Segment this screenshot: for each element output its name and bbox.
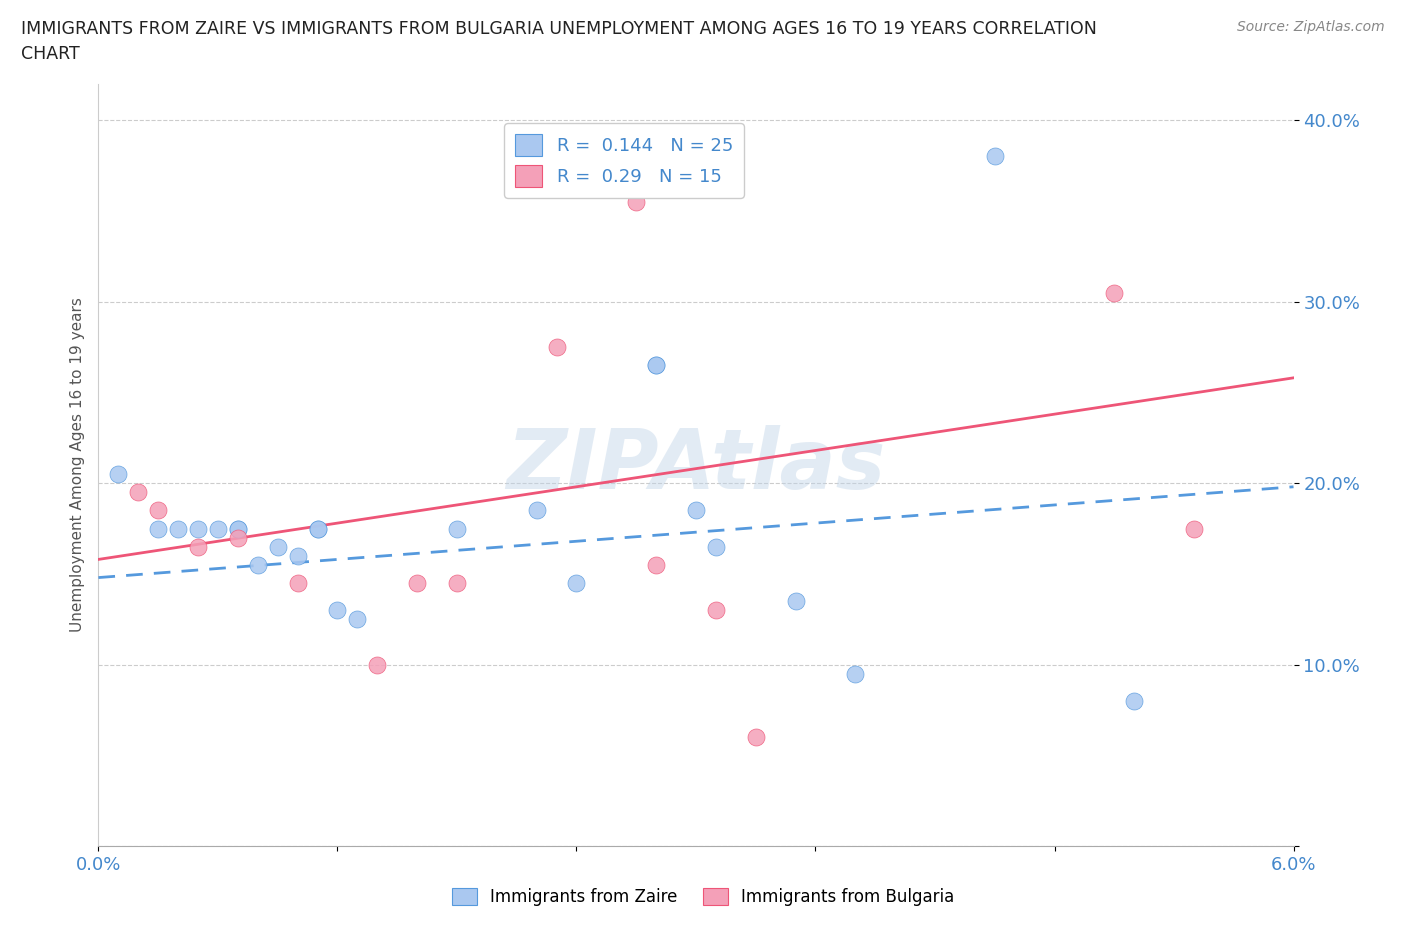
Point [226, 530, 249, 545]
Point [406, 576, 429, 591]
Point [287, 549, 309, 564]
Y-axis label: Unemployment Among Ages 16 to 19 years: Unemployment Among Ages 16 to 19 years [69, 298, 84, 632]
Point [1123, 694, 1146, 709]
Point [246, 557, 269, 572]
Point [366, 658, 388, 672]
Point [187, 521, 209, 536]
Point [704, 539, 727, 554]
Point [446, 521, 468, 536]
Text: CHART: CHART [21, 45, 80, 62]
Point [704, 603, 727, 618]
Legend: Immigrants from Zaire, Immigrants from Bulgaria: Immigrants from Zaire, Immigrants from B… [446, 881, 960, 912]
Point [187, 539, 209, 554]
Point [565, 576, 588, 591]
Point [1182, 521, 1205, 536]
Point [307, 521, 329, 536]
Point [226, 521, 249, 536]
Text: ZIPAtlas: ZIPAtlas [506, 424, 886, 506]
Point [984, 149, 1007, 164]
Point [148, 521, 170, 536]
Point [626, 194, 648, 209]
Point [287, 576, 309, 591]
Point [645, 358, 668, 373]
Text: Source: ZipAtlas.com: Source: ZipAtlas.com [1237, 20, 1385, 34]
Point [446, 576, 468, 591]
Point [346, 612, 368, 627]
Point [1104, 286, 1126, 300]
Point [526, 503, 548, 518]
Point [148, 503, 170, 518]
Point [267, 539, 290, 554]
Point [645, 358, 668, 373]
Text: IMMIGRANTS FROM ZAIRE VS IMMIGRANTS FROM BULGARIA UNEMPLOYMENT AMONG AGES 16 TO : IMMIGRANTS FROM ZAIRE VS IMMIGRANTS FROM… [21, 20, 1097, 38]
Point [546, 339, 568, 354]
Point [226, 521, 249, 536]
Point [685, 503, 707, 518]
Point [207, 521, 229, 536]
Point [645, 557, 668, 572]
Point [745, 730, 768, 745]
Point [844, 667, 866, 682]
Point [785, 593, 807, 608]
Legend: R =  0.144   N = 25, R =  0.29   N = 15: R = 0.144 N = 25, R = 0.29 N = 15 [505, 124, 744, 198]
Point [307, 521, 329, 536]
Point [326, 603, 349, 618]
Point [167, 521, 190, 536]
Point [127, 485, 149, 499]
Point [107, 467, 129, 482]
